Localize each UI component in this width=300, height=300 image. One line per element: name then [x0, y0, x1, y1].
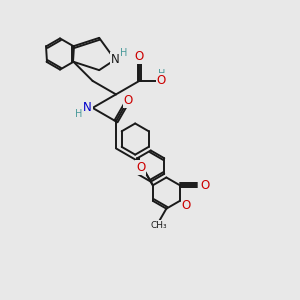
Text: O: O: [157, 74, 166, 87]
Text: N: N: [111, 53, 119, 66]
Text: H: H: [120, 48, 127, 58]
Text: H: H: [75, 109, 83, 119]
Text: O: O: [136, 161, 146, 174]
Text: H: H: [158, 69, 165, 79]
Text: CH₃: CH₃: [150, 220, 166, 230]
Text: N: N: [83, 101, 92, 114]
Text: O: O: [124, 94, 133, 107]
Text: O: O: [200, 179, 209, 192]
Text: O: O: [135, 50, 144, 63]
Text: O: O: [182, 199, 191, 212]
